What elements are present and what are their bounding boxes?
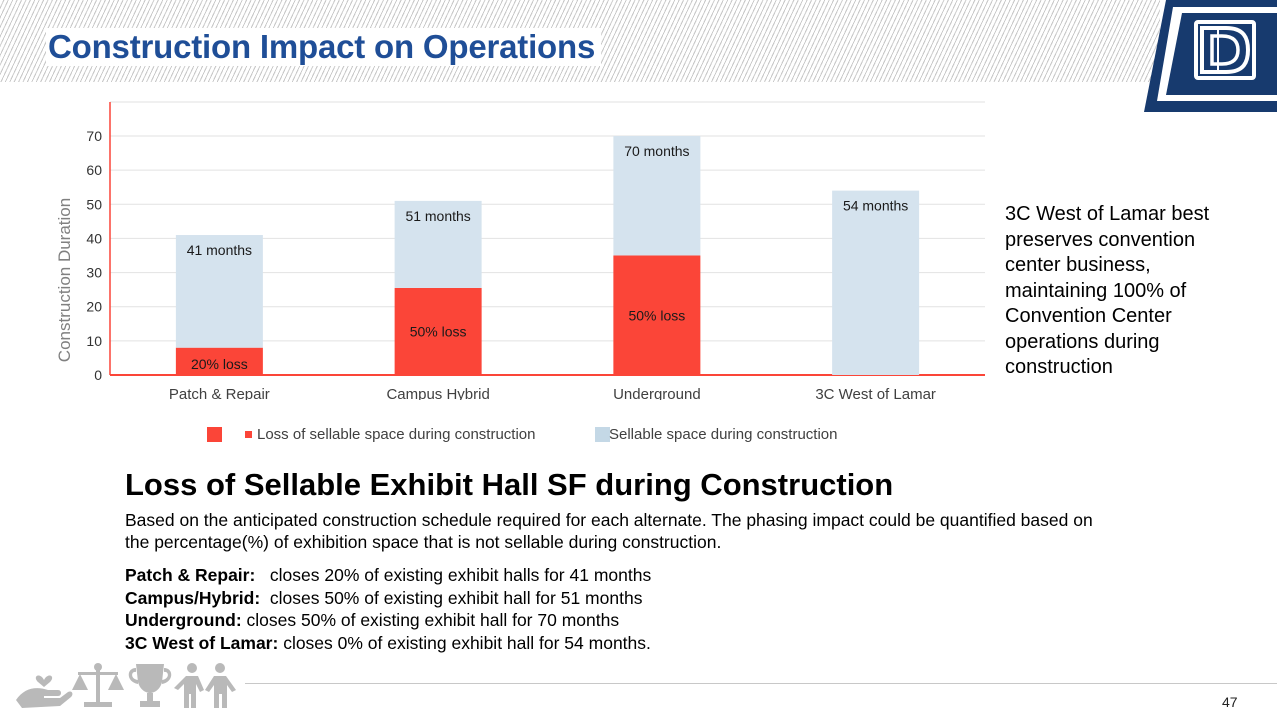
bar-loss-segment: [175, 347, 263, 375]
legend-swatch-loss: [207, 427, 222, 442]
alternative-row: Underground: closes 50% of existing exhi…: [125, 609, 651, 632]
data-label-total: 41 months: [187, 242, 252, 258]
y-tick-label: 50: [86, 196, 102, 212]
data-label-total: 70 months: [624, 143, 689, 159]
data-label-total: 54 months: [843, 198, 908, 214]
y-tick-label: 60: [86, 162, 102, 178]
y-tick-label: 0: [94, 367, 102, 383]
data-label-loss: 50% loss: [628, 307, 685, 323]
legend-swatch-sellable: [595, 427, 610, 442]
page-number: 47: [1222, 694, 1238, 710]
alternatives-list: Patch & Repair: closes 20% of existing e…: [125, 564, 651, 654]
section-heading: Loss of Sellable Exhibit Hall SF during …: [125, 467, 894, 502]
section-description: Based on the anticipated construction sc…: [125, 510, 1093, 552]
data-label-total: 51 months: [405, 208, 470, 224]
data-label-loss: 20% loss: [191, 356, 248, 372]
legend-marker-loss: [245, 431, 252, 438]
y-tick-label: 30: [86, 265, 102, 281]
x-category-label: Patch & Repair: [169, 386, 270, 400]
side-note: 3C West of Lamar best preserves conventi…: [1005, 203, 1210, 378]
bar-sellable-segment: [832, 190, 920, 375]
legend-label-loss: Loss of sellable space during constructi…: [257, 426, 536, 443]
alternative-name: Patch & Repair:: [125, 565, 256, 585]
hand-heart-icon: [16, 675, 73, 708]
alternative-text: closes 50% of existing exhibit hall for …: [241, 610, 620, 630]
alternative-row: Patch & Repair: closes 20% of existing e…: [125, 564, 651, 587]
x-category-label: Underground: [613, 386, 701, 400]
footer-icons: [16, 663, 236, 708]
alternative-name: 3C West of Lamar:: [125, 632, 279, 653]
y-axis-label: Construction Duration: [55, 198, 74, 362]
y-tick-label: 40: [86, 230, 102, 246]
slide-title: Construction Impact on Operations: [46, 28, 602, 66]
bar-sellable-segment: [613, 136, 701, 256]
alternative-text: closes 0% of existing exhibit hall for 5…: [278, 632, 651, 653]
dallas-logo-icon: [1144, 0, 1277, 112]
alternative-text: closes 20% of existing exhibit halls for…: [255, 565, 652, 585]
alternative-text: closes 50% of existing exhibit hall for …: [260, 587, 643, 608]
y-tick-label: 20: [86, 299, 102, 315]
alternative-row: Campus/Hybrid: closes 50% of existing ex…: [125, 587, 651, 610]
alternative-row: 3C West of Lamar: closes 0% of existing …: [125, 632, 651, 655]
y-tick-label: 70: [86, 128, 102, 144]
x-category-label: Campus Hybrid: [386, 386, 489, 400]
legend-label-sellable: Sellable space during construction: [609, 426, 838, 443]
bar-sellable-segment: [394, 200, 482, 288]
x-category-label: 3C West of Lamar: [815, 386, 936, 400]
data-label-loss: 50% loss: [410, 323, 467, 339]
construction-duration-chart: 20% loss 41 months 50% loss 51 months 50% lo…: [55, 101, 985, 400]
alternative-name: Underground:: [125, 610, 242, 630]
trophy-icon: [128, 664, 172, 707]
bar-loss-segment: [613, 255, 701, 375]
people-icon: [174, 663, 236, 708]
y-tick-label: 10: [86, 333, 102, 349]
bar-sellable-segment: [175, 235, 263, 348]
alternative-name: Campus/Hybrid:: [125, 587, 261, 608]
bar-loss-segment: [394, 287, 482, 375]
footer-divider: [245, 683, 1277, 684]
scales-of-justice-icon: [72, 663, 124, 707]
